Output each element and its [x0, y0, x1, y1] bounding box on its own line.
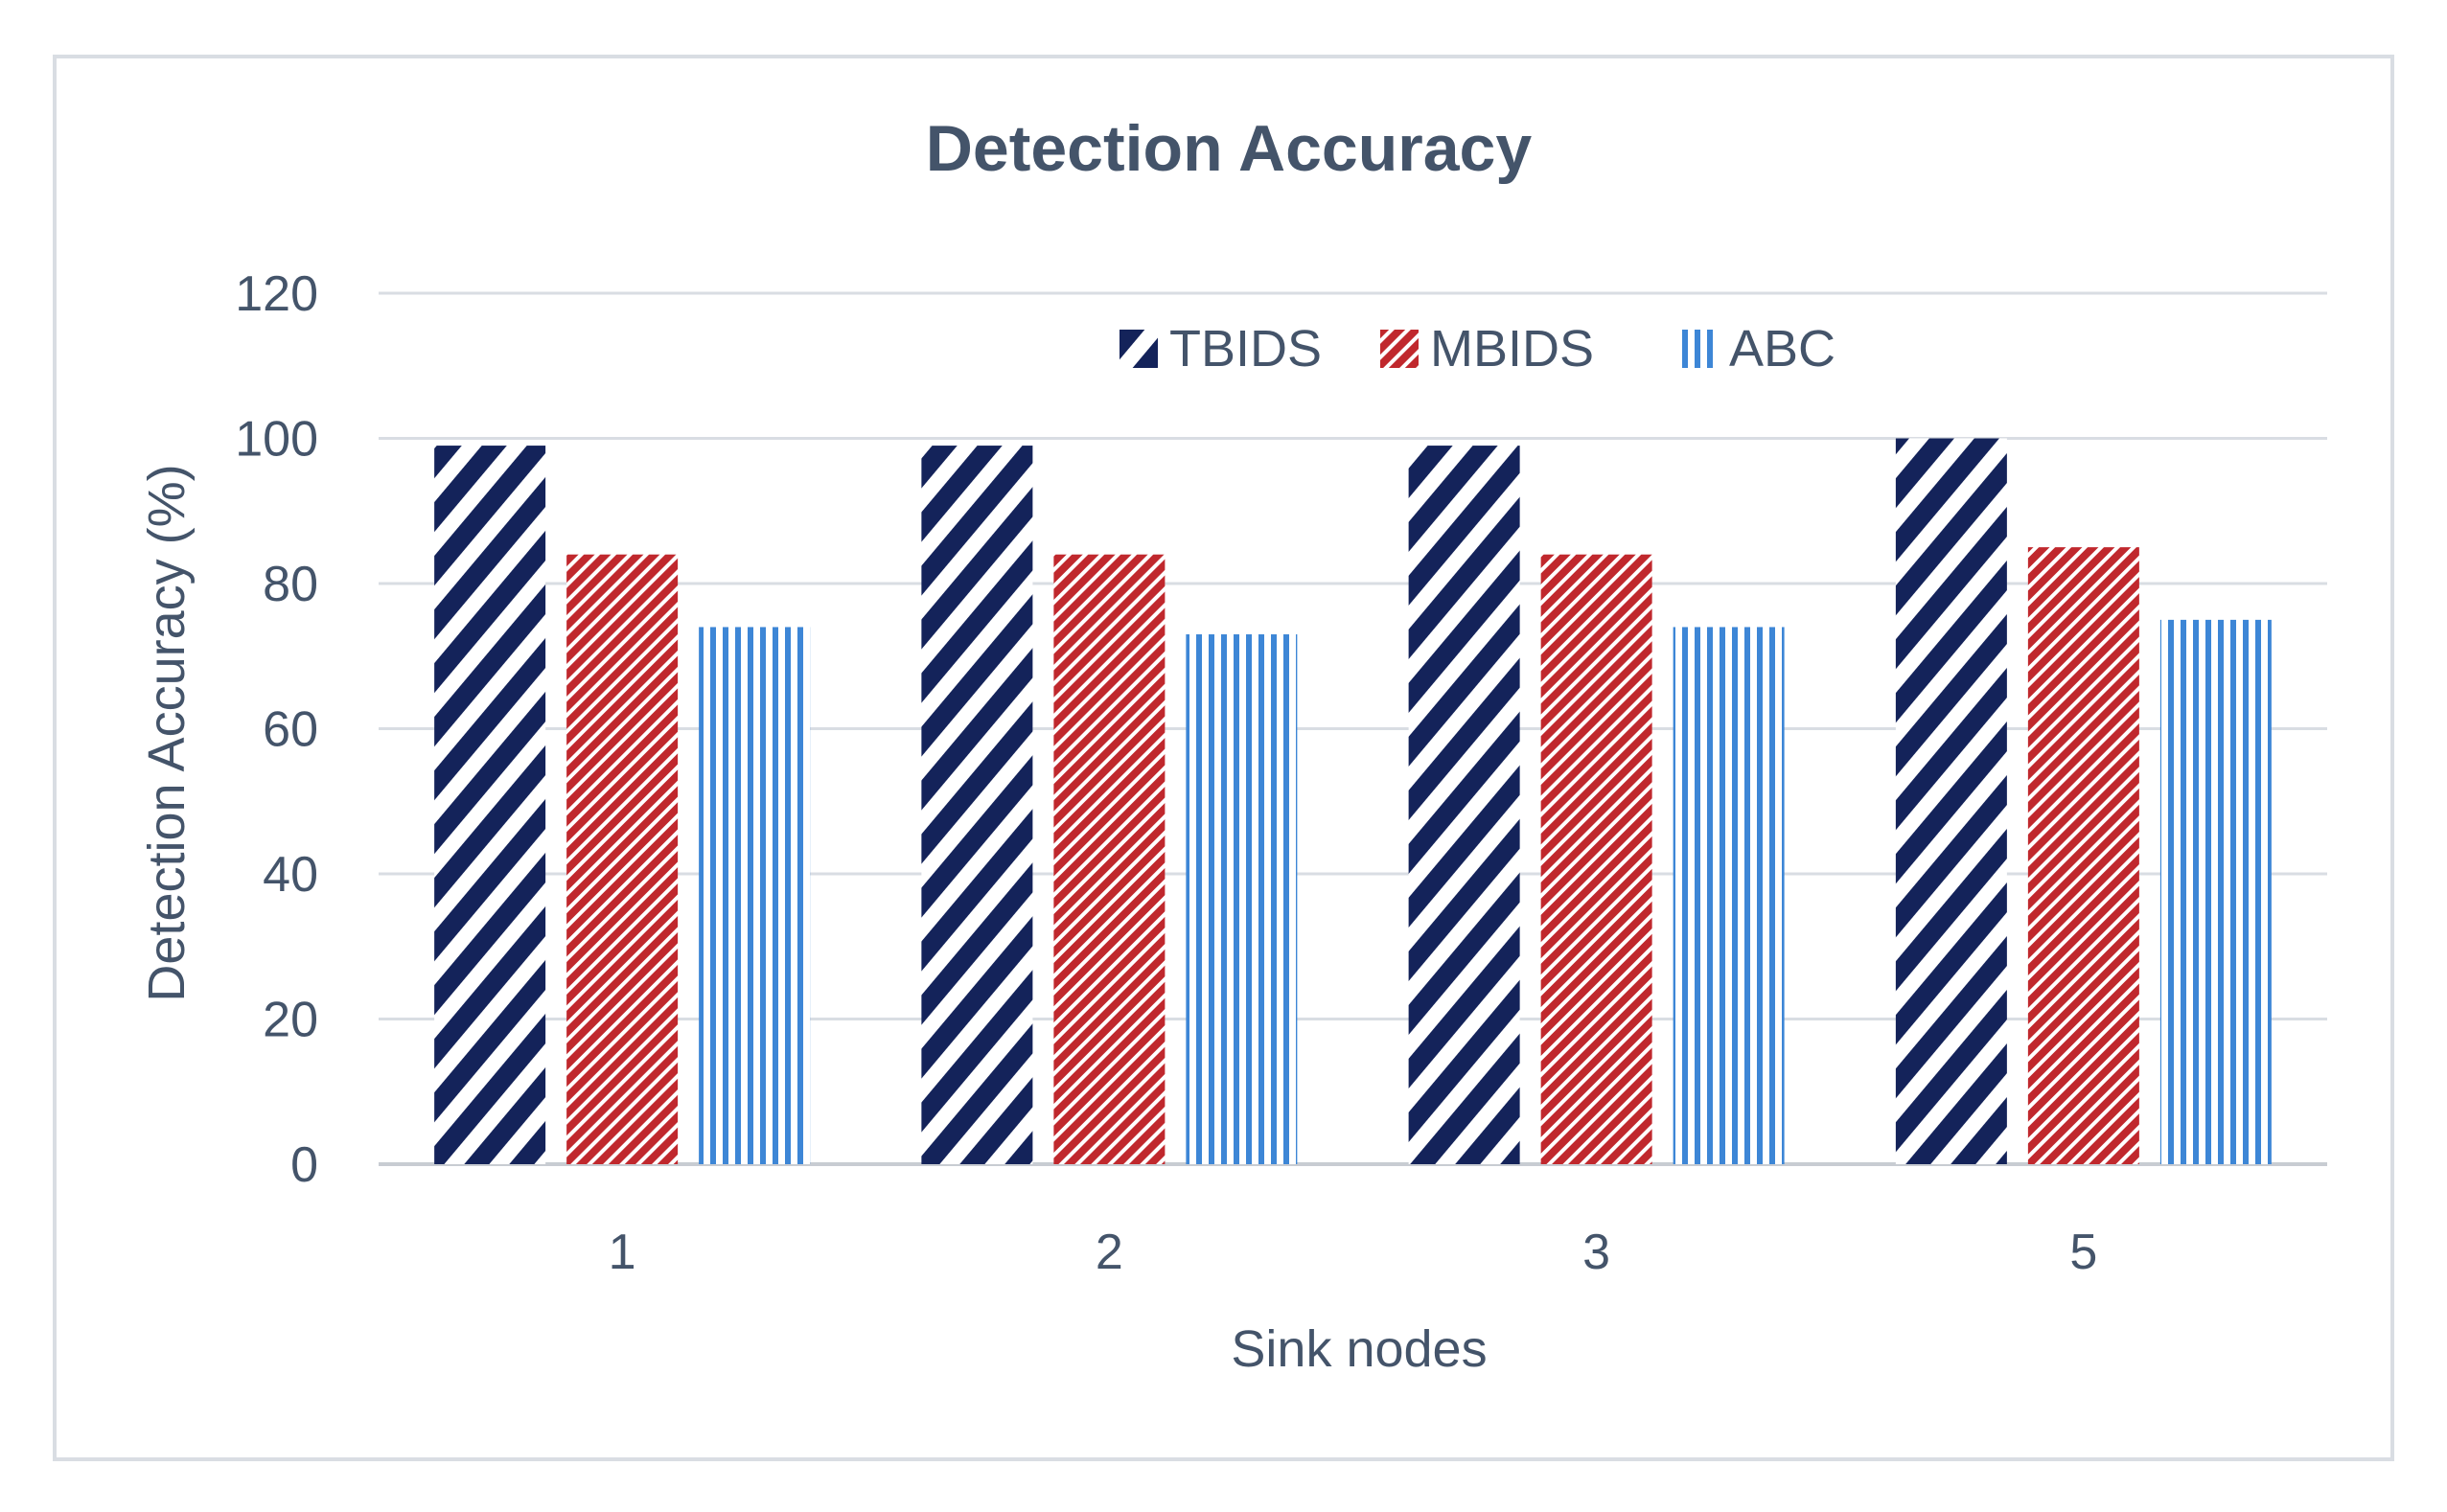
legend-label-abc: ABC: [1729, 320, 1835, 378]
x-axis-ticks: 1 2 3 5: [609, 1225, 2098, 1280]
bar-tbids-1: [434, 446, 546, 1164]
x-tick-label: 3: [1582, 1225, 1610, 1280]
y-tick-label: 20: [263, 993, 318, 1048]
legend-label-mbids: MBIDS: [1430, 320, 1594, 378]
y-axis-ticks: 0 20 40 60 80 100 120: [235, 266, 318, 1193]
x-tick-label: 5: [2069, 1225, 2097, 1280]
y-tick-label: 60: [263, 702, 318, 758]
y-tick-label: 0: [290, 1137, 318, 1193]
y-tick-label: 100: [235, 412, 318, 468]
bar-mbids-1: [566, 554, 679, 1164]
x-axis-label: Sink nodes: [1231, 1320, 1487, 1378]
legend-label-tbids: TBIDS: [1169, 320, 1322, 378]
bar-abc-2: [1186, 634, 1298, 1164]
bar-tbids-2: [921, 446, 1033, 1164]
legend-swatch-abc: [1679, 330, 1718, 368]
legend-swatch-mbids: [1380, 330, 1419, 368]
bars: [434, 438, 2272, 1164]
y-tick-label: 80: [263, 557, 318, 612]
bar-tbids-3: [1408, 446, 1520, 1164]
legend: TBIDS MBIDS ABC: [1120, 320, 1835, 378]
bar-mbids-5: [2027, 547, 2139, 1164]
y-tick-label: 40: [263, 847, 318, 903]
y-tick-label: 120: [235, 266, 318, 322]
bar-tbids-5: [1895, 438, 2007, 1164]
x-tick-label: 2: [1096, 1225, 1123, 1280]
bar-abc-3: [1673, 627, 1785, 1164]
bar-mbids-3: [1540, 554, 1652, 1164]
y-axis-label: Detection Accuracy (%): [138, 464, 196, 1001]
x-tick-label: 1: [609, 1225, 636, 1280]
bar-abc-1: [699, 627, 811, 1164]
chart-title: Detection Accuracy: [926, 112, 1533, 185]
bar-mbids-2: [1053, 554, 1166, 1164]
legend-swatch-tbids: [1120, 330, 1158, 368]
bar-abc-5: [2159, 619, 2272, 1164]
